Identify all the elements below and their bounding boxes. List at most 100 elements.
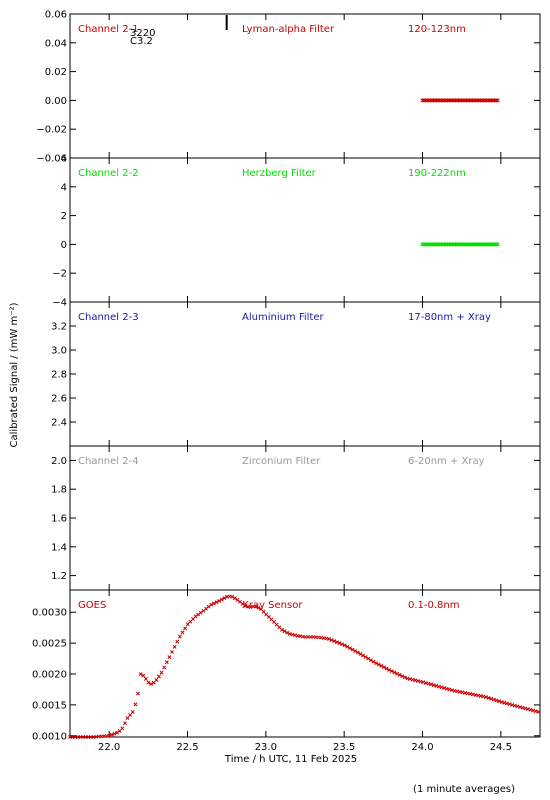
data-point — [159, 670, 164, 675]
data-point — [481, 98, 486, 103]
panels: 0.06 0.04 0.02 0.00 −0.02 −0.04 Channel 2-1 Lym… — [32, 10, 541, 753]
data-point — [436, 242, 441, 247]
data-point — [442, 686, 447, 690]
data-point — [395, 671, 399, 676]
data-point — [439, 685, 444, 690]
panel-band-label: 6-20nm + Xray — [408, 456, 485, 467]
panel-channel-label: Channel 2-4 — [78, 456, 139, 467]
data-point — [209, 602, 214, 607]
data-point — [384, 666, 389, 671]
y-tick-label: 4 — [61, 182, 67, 193]
panel-filter-label: Aluminium Filter — [242, 312, 325, 323]
data-point — [440, 98, 446, 103]
data-point — [363, 655, 368, 660]
data-point — [413, 678, 418, 683]
data-point — [374, 661, 379, 666]
data-point — [418, 679, 423, 684]
panel-band-label: 0.1-0.8nm — [408, 600, 460, 611]
data-point — [232, 596, 237, 601]
data-point — [465, 242, 471, 247]
data-point — [472, 98, 477, 103]
data-point — [462, 242, 467, 247]
y-tick-label: 0.0015 — [32, 700, 67, 711]
data-point — [416, 679, 420, 683]
data-point — [376, 662, 381, 667]
data-point — [470, 98, 475, 103]
data-point — [355, 650, 360, 655]
data-point — [146, 680, 151, 685]
data-point — [426, 242, 431, 247]
data-point — [432, 98, 438, 103]
data-point — [172, 644, 177, 649]
data-point — [495, 98, 500, 103]
data-point — [462, 98, 467, 103]
data-point — [473, 98, 478, 103]
data-point — [470, 242, 475, 247]
data-point — [453, 98, 458, 103]
data-point — [436, 684, 441, 689]
data-point — [450, 98, 455, 103]
data-point — [520, 705, 525, 710]
data-point — [443, 242, 449, 247]
data-point — [248, 605, 253, 610]
data-point — [342, 643, 347, 648]
data-point — [456, 98, 461, 103]
y-tick-label: 0.06 — [45, 10, 67, 21]
data-point — [525, 707, 530, 712]
data-point — [426, 98, 431, 103]
data-point — [157, 674, 161, 679]
x-tick-label: 22.5 — [176, 742, 198, 753]
data-point — [445, 98, 450, 103]
data-point — [456, 242, 461, 247]
data-point — [423, 98, 428, 103]
data-point — [350, 647, 355, 652]
y-tick-label: 3.0 — [51, 346, 67, 357]
data-point — [454, 98, 460, 103]
data-point — [531, 708, 536, 713]
data-point — [235, 598, 240, 602]
data-point — [504, 701, 509, 706]
data-point — [464, 242, 469, 247]
data-point — [217, 598, 222, 603]
data-point — [222, 596, 227, 601]
panel-band-label: 17-80nm + Xray — [408, 312, 491, 323]
data-point — [437, 98, 442, 103]
data-point — [429, 682, 434, 687]
panel-5: 0.0030 0.0025 0.0020 0.0015 0.0010 22.0 22.5 23… — [32, 589, 541, 753]
y-tick-label: 6 — [61, 154, 67, 165]
data-point — [490, 98, 496, 103]
data-point — [287, 632, 292, 636]
footnote: (1 minute averages) — [413, 784, 515, 795]
data-point — [177, 634, 182, 639]
data-point — [446, 242, 452, 247]
data-point — [421, 680, 426, 685]
data-point — [421, 98, 427, 103]
data-point — [115, 730, 120, 735]
data-point — [486, 98, 491, 103]
data-point — [499, 700, 504, 704]
data-point — [448, 98, 453, 103]
data-point — [420, 242, 425, 247]
data-point — [459, 242, 464, 247]
data-point — [361, 653, 365, 658]
data-point — [454, 242, 460, 247]
x-tick-label: 24.5 — [490, 742, 512, 753]
data-point — [423, 680, 428, 685]
data-point — [475, 98, 480, 103]
data-point — [478, 242, 483, 247]
data-point — [434, 98, 439, 103]
y-axis-label: Calibrated Signal / (mW m⁻²) — [9, 302, 20, 447]
panel-3: 3.2 3.0 2.8 2.6 2.4 Channel 2-3 Aluminium Filt… — [51, 301, 541, 447]
data-point — [230, 594, 235, 599]
data-point — [387, 667, 392, 672]
data-point — [487, 98, 493, 103]
data-point — [486, 695, 491, 700]
data-point — [109, 732, 114, 737]
data-point — [489, 696, 494, 701]
panel-channel-label: Channel 2-3 — [78, 312, 139, 323]
y-tick-label: −2 — [52, 269, 67, 280]
panel-channel-label: Channel 2-1 — [78, 24, 139, 35]
data-point — [408, 677, 413, 682]
data-point — [389, 669, 394, 674]
